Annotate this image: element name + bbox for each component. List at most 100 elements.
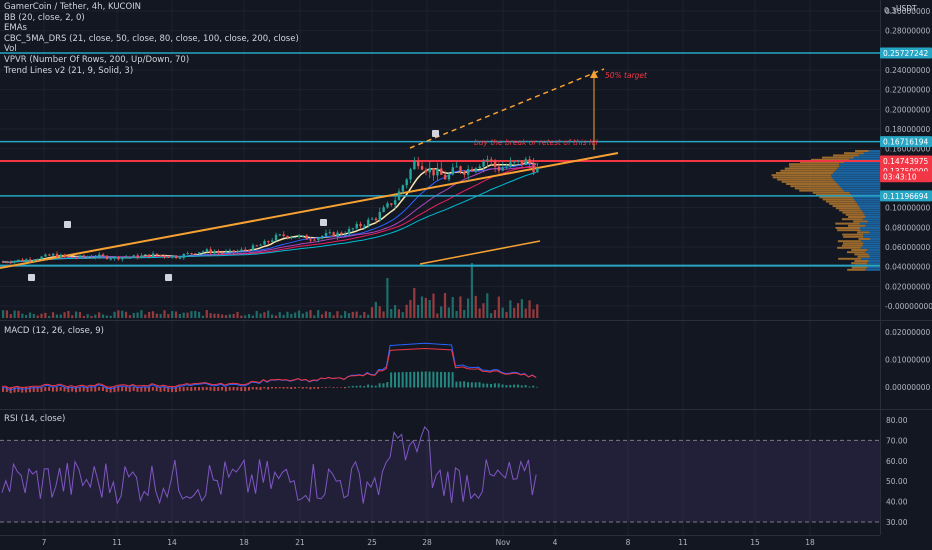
price-tick: 0.18000000 — [885, 125, 931, 134]
volume-bar — [490, 313, 493, 318]
vpvr-row-up — [848, 216, 866, 218]
macd-histogram-bar — [236, 387, 239, 391]
rsi-label[interactable]: RSI (14, close) — [4, 414, 66, 424]
price-axis[interactable]: 0.30000000 0.28000000 0.24000000 0.22000000… — [885, 7, 932, 311]
price-tick: 0.24000000 — [885, 66, 931, 75]
volume-bar — [367, 314, 370, 318]
macd-histogram-bar — [228, 387, 231, 391]
vpvr-row-down — [835, 180, 880, 183]
volume-bar — [459, 296, 462, 318]
macd-histogram-bar — [297, 387, 300, 388]
time-tick: 4 — [553, 538, 558, 547]
macd-histogram-bar — [259, 387, 262, 391]
vpvr-row-down — [868, 253, 880, 256]
event-marker[interactable] — [432, 130, 439, 137]
volume-bar — [420, 296, 424, 318]
vpvr-row-up — [845, 213, 865, 216]
macd-histogram-bar — [151, 387, 154, 391]
indicator-bb[interactable]: BB (20, close, 2, 0) — [4, 12, 85, 23]
macd-histogram-bar — [386, 382, 389, 388]
price-badge — [880, 136, 932, 148]
indicator-cbc[interactable]: CBC_5MA_DRS (21, close, 50, close, 80, c… — [4, 33, 299, 44]
candle-body — [90, 256, 93, 258]
support-trendline[interactable] — [0, 152, 619, 269]
macd-histogram-bar — [490, 383, 493, 388]
volume-bar — [194, 310, 197, 318]
lower-trendline[interactable] — [419, 240, 541, 265]
indicator-vol[interactable]: Vol — [4, 44, 17, 55]
event-marker[interactable] — [320, 219, 327, 226]
vpvr-row-up — [848, 224, 866, 227]
macd-label[interactable]: MACD (12, 26, close, 9) — [4, 326, 104, 336]
macd-histogram-bar — [13, 387, 16, 393]
volume-profile — [771, 150, 880, 271]
price-badge-text: 0.25727242 — [883, 49, 929, 58]
event-markers[interactable] — [28, 130, 439, 281]
candle-body — [301, 235, 305, 237]
candle-body — [98, 254, 101, 257]
candle-body — [305, 235, 308, 240]
candle-body — [159, 255, 162, 257]
price-badge-text: 0.14743975 — [883, 157, 929, 166]
vpvr-row-down — [870, 238, 880, 240]
event-marker[interactable] — [28, 274, 35, 281]
candle-body — [121, 257, 124, 260]
macd-histogram-bar — [63, 387, 66, 392]
indicator-trendlines[interactable]: Trend Lines v2 (21, 9, Solid, 3) — [4, 65, 134, 76]
volume-bar — [370, 307, 374, 318]
symbol-title[interactable]: GamerCoin / Tether, 4h, KUCOIN — [4, 2, 142, 12]
vpvr-row-down — [868, 150, 880, 152]
volume-bar — [374, 301, 377, 318]
macd-histogram-bar — [451, 372, 454, 388]
candle-body — [174, 256, 178, 259]
price-badge — [880, 171, 932, 183]
macd-histogram-bar — [536, 386, 539, 388]
volume-bar — [436, 313, 439, 318]
time-tick: 7 — [42, 538, 47, 547]
candle-body — [374, 218, 378, 221]
volume-bar — [397, 309, 401, 318]
macd-histogram-bar — [305, 387, 308, 389]
macd-histogram-bar — [436, 371, 439, 388]
candle-body — [186, 253, 189, 255]
candle-body — [505, 166, 508, 168]
vpvr-row-down — [861, 257, 880, 260]
volume-bar — [509, 300, 512, 318]
price-tick: 0.30000000 — [885, 7, 931, 16]
vpvr-row-up — [825, 200, 856, 203]
vpvr-row-up — [853, 220, 868, 223]
vpvr-row-up — [776, 172, 834, 174]
macd-histogram-bar — [413, 371, 416, 388]
volume-bar — [393, 305, 397, 318]
vpvr-row-up — [835, 207, 861, 210]
event-marker[interactable] — [64, 221, 71, 228]
volume-bar — [105, 315, 108, 318]
candle-body — [128, 256, 132, 258]
volume-bar — [259, 313, 262, 318]
macd-histogram-bar — [301, 387, 304, 389]
vpvr-row-down — [869, 255, 880, 258]
candle-body — [63, 254, 66, 257]
macd-axis[interactable]: 0.02000000 0.01000000 0.00000000 — [885, 328, 931, 392]
volume-bar — [486, 293, 489, 318]
candle-body — [466, 169, 470, 175]
vpvr-row-up — [854, 260, 869, 262]
candle-body — [13, 260, 16, 263]
horizontal-levels[interactable] — [0, 52, 880, 267]
vpvr-row-up — [858, 238, 871, 240]
vpvr-row-up — [819, 196, 853, 199]
rsi-tick: 50.00 — [886, 477, 908, 486]
volume-bar — [251, 315, 254, 318]
time-axis[interactable]: 7 11 14 18 21 25 28 Nov 4 8 11 15 18 — [42, 538, 815, 547]
indicator-emas[interactable]: EMAs — [4, 23, 27, 34]
candle-body — [151, 253, 155, 258]
rsi-axis[interactable]: 80.00 70.00 60.00 50.00 40.00 30.00 — [886, 416, 908, 527]
projection-dashed-line[interactable] — [409, 68, 605, 149]
macd-histogram-bar — [90, 387, 93, 392]
indicator-vpvr[interactable]: VPVR (Number Of Rows, 200, Up/Down, 70) — [4, 54, 190, 65]
event-marker[interactable] — [165, 274, 172, 281]
vpvr-row-up — [789, 163, 840, 166]
macd-histogram-bar — [217, 387, 220, 391]
volume-bar — [140, 310, 143, 318]
